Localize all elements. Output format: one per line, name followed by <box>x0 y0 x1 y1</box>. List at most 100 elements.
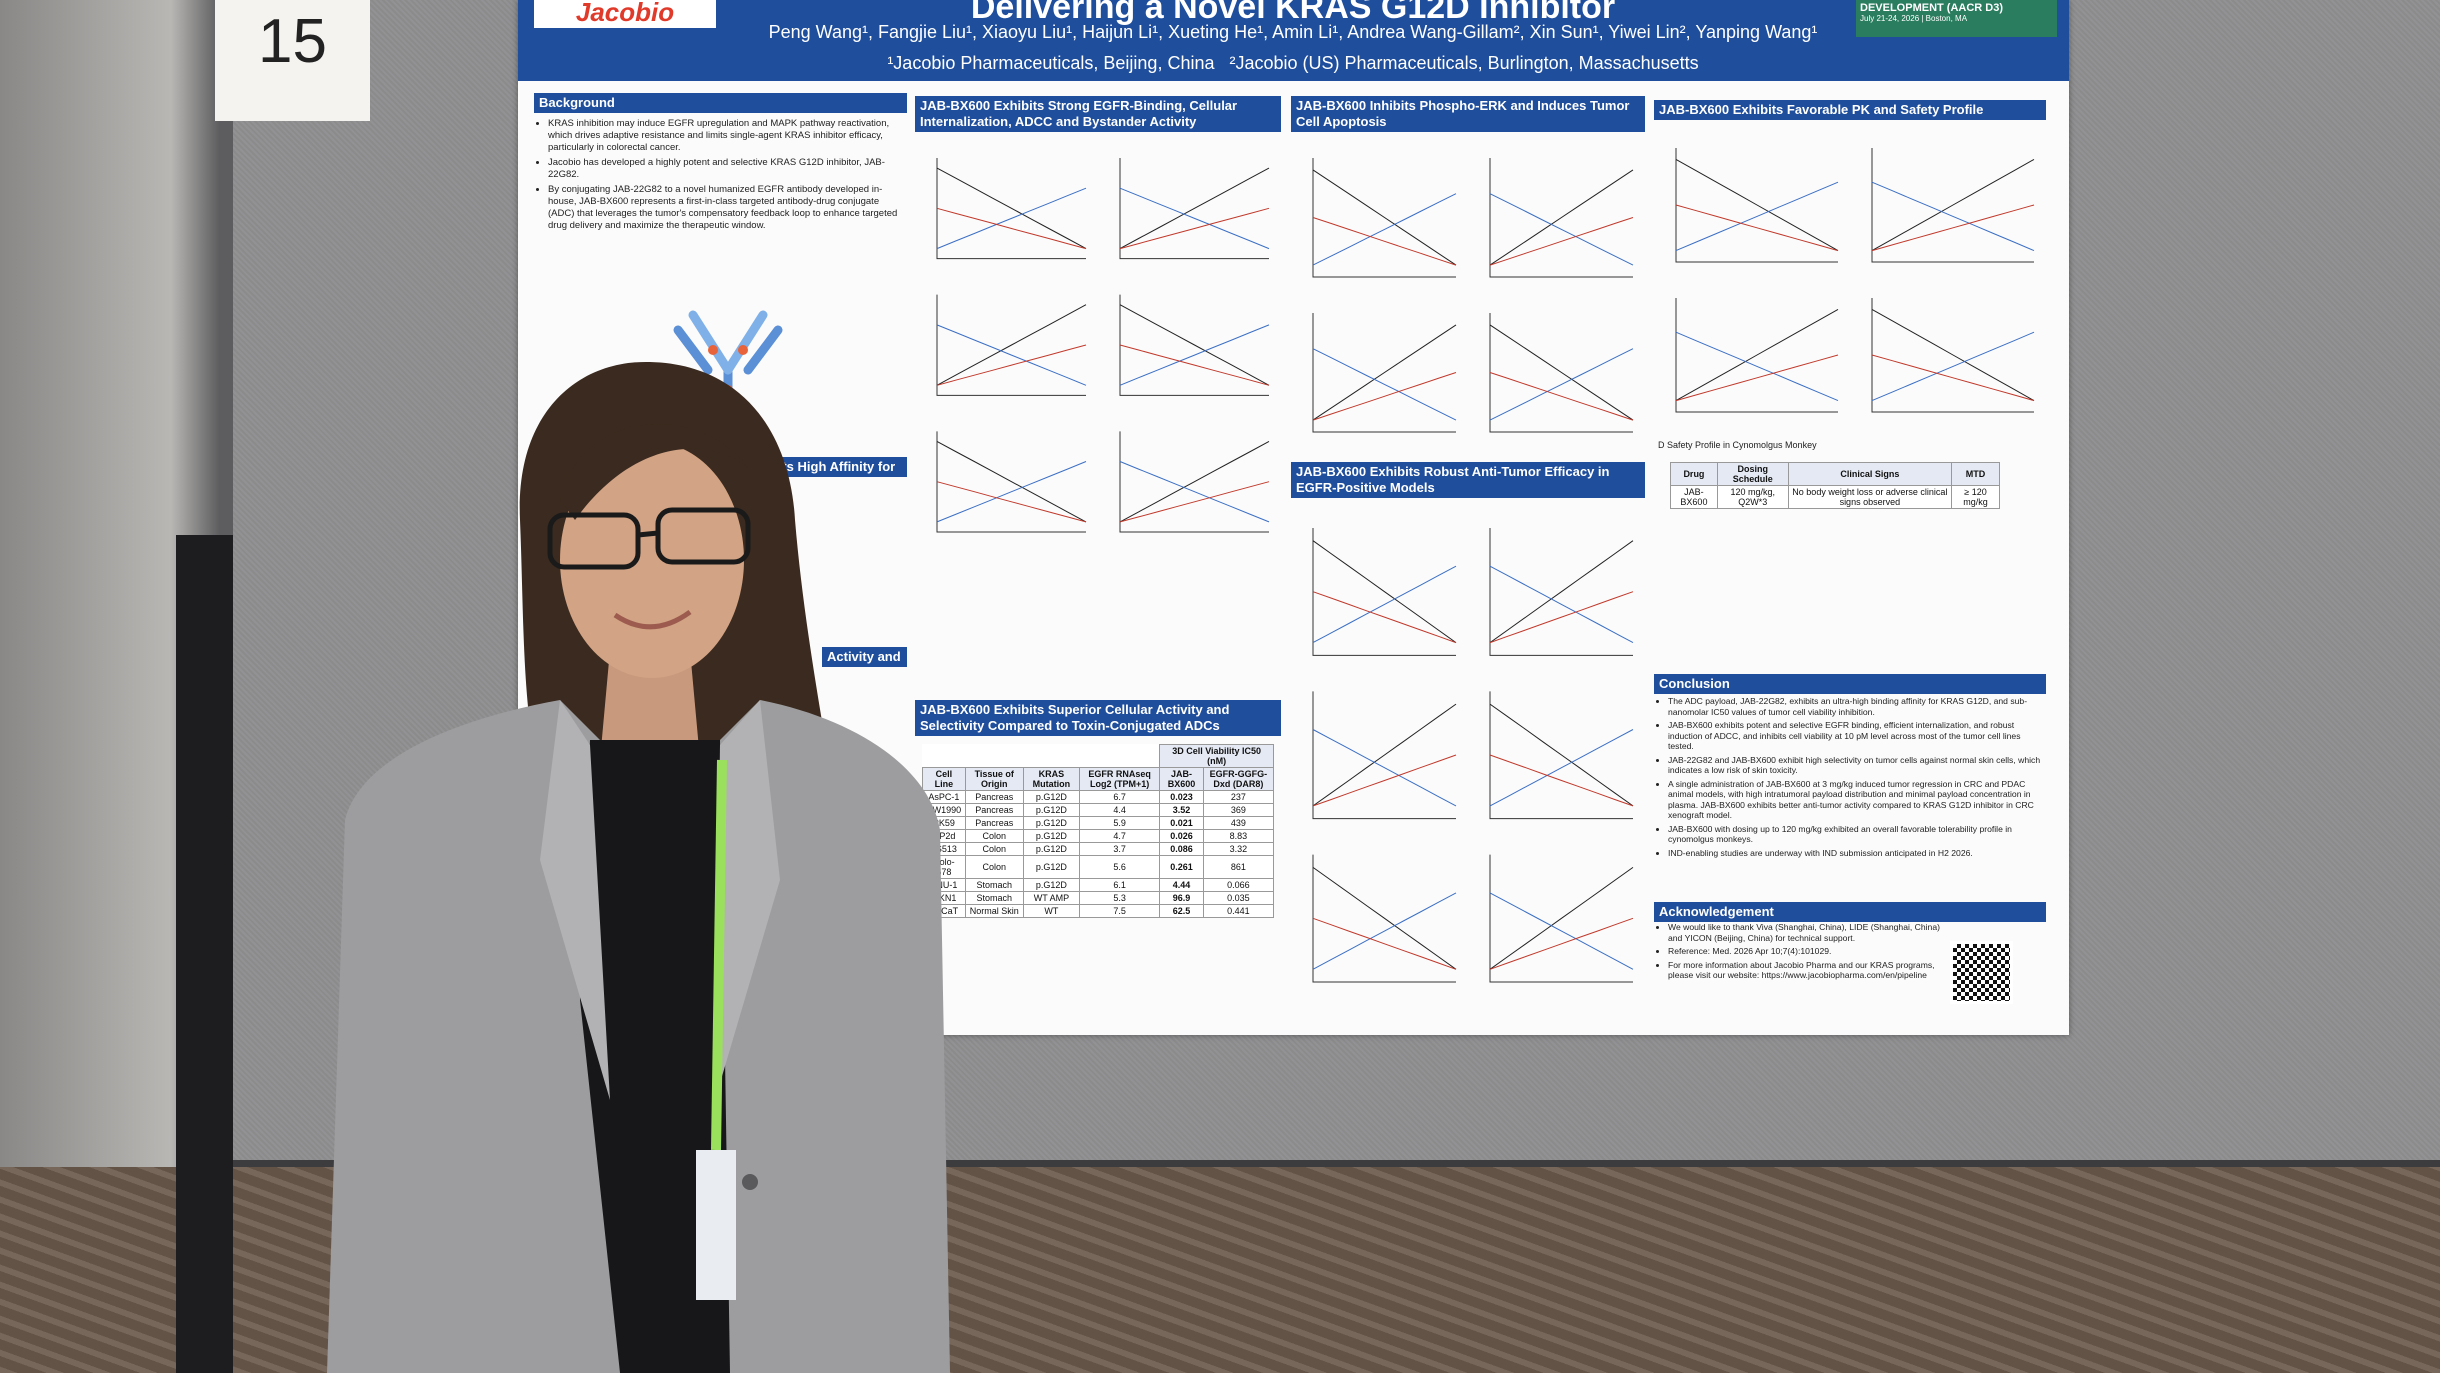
button <box>742 1174 758 1190</box>
cell-line-table: 3D Cell Viability IC50 (nM) Cell Line Tiss… <box>922 744 1275 918</box>
cell: 0.066 <box>1202 878 1275 892</box>
table-row: LS513 Colon p.G12D 3.7 0.086 3.32 <box>922 842 1275 856</box>
panel-curve <box>1489 348 1634 421</box>
figure-grid <box>1291 510 1645 1000</box>
panel-curve <box>1312 703 1457 807</box>
panel-curve <box>1871 181 2035 252</box>
panel-curve <box>1489 729 1634 807</box>
authors: Peng Wang¹, Fangjie Liu¹, Xiaoyu Liu¹, H… <box>768 22 1818 42</box>
panel-curve <box>936 461 1087 523</box>
panel-label: D Safety Profile in Cynomolgus Monkey <box>1658 440 1817 450</box>
poster-title: Delivering a Novel KRAS G12D Inhibitor <box>970 0 1616 26</box>
panel-curve <box>1312 169 1457 266</box>
section-heading: JAB-BX600 Exhibits Strong EGFR-Binding, … <box>915 96 1281 132</box>
panel-axes <box>1119 431 1269 533</box>
bullet-list: The ADC payload, JAB-22G82, exhibits an … <box>1654 696 2048 861</box>
panel-axes <box>1871 148 2034 263</box>
cell: 120 mg/kg, Q2W*3 <box>1716 485 1789 509</box>
panel-axes <box>1312 313 1456 433</box>
panel-curve <box>1312 754 1457 807</box>
panel-curve <box>1675 181 1839 252</box>
panel-curve <box>1119 344 1270 386</box>
fringe <box>560 424 750 520</box>
panel-curve <box>1871 158 2035 252</box>
neck <box>600 650 700 760</box>
panel-curve <box>1312 892 1457 970</box>
bullet-list: We would like to thank Viva (Shanghai, C… <box>1654 922 1948 984</box>
panel-curve <box>1489 540 1634 644</box>
table-row: HaCaT Normal Skin WT 7.5 62.5 0.441 <box>922 904 1275 918</box>
column-header: Cell Line <box>922 767 966 791</box>
panel-curve <box>936 304 1087 386</box>
cell: 0.441 <box>1202 904 1275 918</box>
section-heading: JAB-BX600 Inhibits Phospho-ERK and Induc… <box>1291 96 1645 132</box>
cell: 0.035 <box>1202 891 1275 905</box>
panel-curve <box>1119 481 1270 523</box>
column-header: KRAS Mutation <box>1022 767 1081 791</box>
section-heading: Background <box>534 93 907 113</box>
panel-curve <box>1489 193 1634 266</box>
panel-curve <box>1489 917 1634 970</box>
panel-curve <box>1312 729 1457 807</box>
column-header: Clinical Signs <box>1787 462 1953 486</box>
panel-curve <box>1871 308 2035 402</box>
column-header: JAB-BX600 <box>1159 767 1204 791</box>
spacer <box>922 744 1160 768</box>
panel-curve <box>1489 324 1634 421</box>
panel-axes <box>936 158 1086 260</box>
panel-curve <box>1312 193 1457 266</box>
column-header: Dosing Schedule <box>1716 462 1789 486</box>
cell: JAB-BX600 <box>1670 485 1718 509</box>
antibody-diagram <box>673 310 783 435</box>
bullet: KRAS inhibition may induce EGFR upregula… <box>548 118 908 154</box>
cell: p.G12D <box>1022 855 1081 879</box>
bullet: For more information about Jacobio Pharm… <box>1668 960 1948 981</box>
panel-curve <box>1119 207 1270 250</box>
panel-curve <box>1871 354 2035 402</box>
section-heading: JAB-BX600 Exhibits Superior Cellular Act… <box>915 700 1281 736</box>
panel-curve <box>1489 169 1634 266</box>
panel-curve <box>936 167 1087 250</box>
panel-curve <box>1312 217 1457 266</box>
cell: Normal Skin <box>964 904 1024 918</box>
panel-axes <box>1489 158 1633 278</box>
figure-grid <box>915 140 1281 550</box>
panel-curve <box>1312 866 1457 970</box>
column-header: EGFR RNAseq Log2 (TPM+1) <box>1079 767 1161 791</box>
glasses <box>547 507 751 570</box>
header-row: Drug Dosing Schedule Clinical Signs MTD <box>1670 462 2000 486</box>
panel-axes <box>1871 298 2034 413</box>
panel-curve <box>1119 167 1270 250</box>
table-row: JAB-BX600 120 mg/kg, Q2W*3 No body weight … <box>1670 485 2000 509</box>
figure-panels <box>1675 148 2035 413</box>
panel-curve <box>1675 204 1839 252</box>
table-row: PK59 Pancreas p.G12D 5.9 0.021 439 <box>922 816 1275 830</box>
mouth <box>613 609 692 630</box>
panel-curve <box>1675 354 1839 402</box>
bullet: JAB-22G82 and JAB-BX600 exhibit high sel… <box>1668 755 2048 776</box>
figure-grid <box>1291 140 1645 450</box>
figure-grid <box>1654 130 2046 430</box>
section-heading: JAB-BX600 Exhibits Favorable PK and Safe… <box>1654 100 2046 120</box>
panel-axes <box>1312 854 1456 983</box>
panel-axes <box>1675 298 1838 413</box>
panel-curve <box>1119 440 1270 523</box>
panel-axes <box>936 431 1086 533</box>
table-row: SNU-1 Stomach p.G12D 6.1 4.44 0.066 <box>922 878 1275 892</box>
section-heading: Activity and <box>822 647 907 667</box>
bullet: JAB-BX600 exhibits potent and selective … <box>1668 720 2048 752</box>
panel-curve <box>1871 204 2035 252</box>
antibody <box>673 310 783 435</box>
cell: 5.6 <box>1079 855 1161 879</box>
section-heading: Acknowledgement <box>1654 902 2046 922</box>
cell: 7.5 <box>1079 904 1161 918</box>
panel-curve <box>1675 158 1839 252</box>
table-row: Colo-678 Colon p.G12D 5.6 0.261 861 <box>922 855 1275 879</box>
bullet: Jacobio has developed a highly potent an… <box>548 157 908 181</box>
panel-axes <box>1489 528 1633 656</box>
panel-curve <box>1119 304 1270 386</box>
panel-curve <box>936 481 1087 523</box>
bullet: By conjugating JAB-22G82 to a novel huma… <box>548 184 908 232</box>
panel-axes <box>1489 313 1633 433</box>
